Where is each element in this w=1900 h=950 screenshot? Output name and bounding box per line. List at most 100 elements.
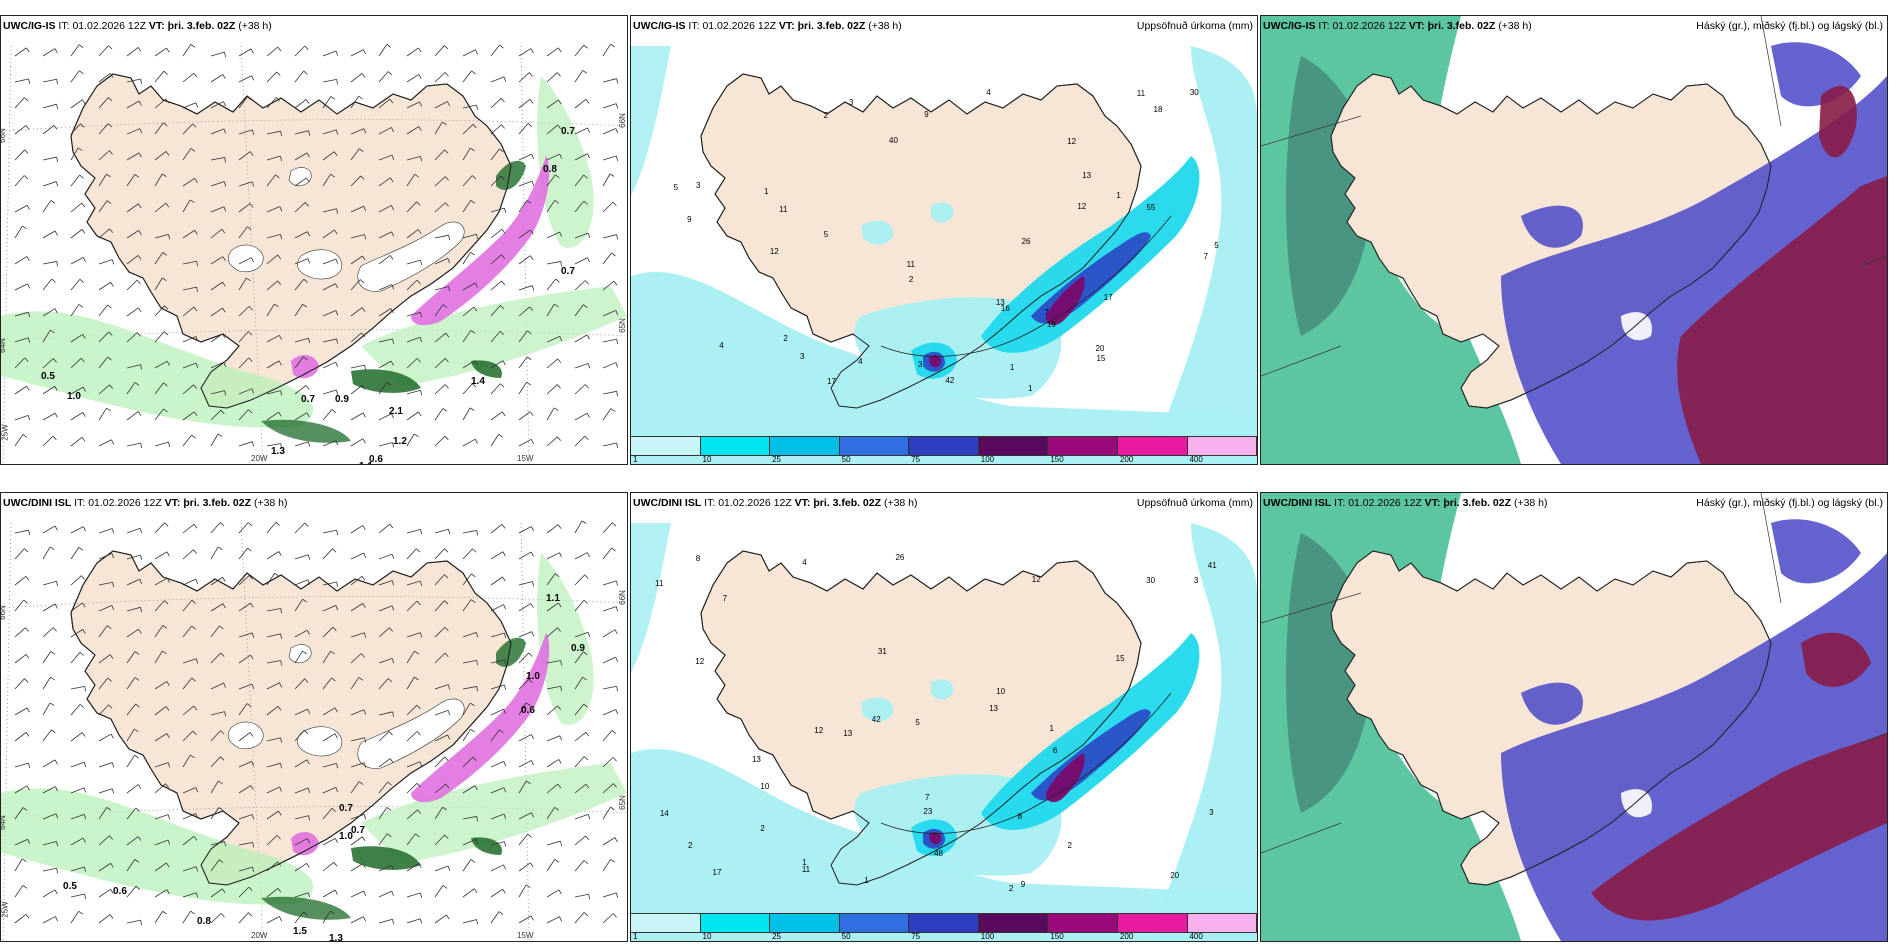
panel-title: UWC/DINI ISL IT: 01.02.2026 12Z VT: þri.… [633,497,918,509]
wind-barb [182,658,197,664]
wind-barb [462,233,477,239]
wind-barb [602,837,616,846]
wind-barb [294,838,308,846]
wind-barb [406,528,421,534]
precip-extreme [411,156,550,326]
wind-barb-flag [420,156,423,162]
wind-barb [14,337,29,343]
wind-barb [602,252,612,265]
wind-barb-flag [445,176,449,181]
wind-barb-flag [192,730,197,735]
wind-barb [546,705,558,716]
wind-barb-flag [386,807,392,811]
wind-barb [42,525,56,534]
wind-barb-flag [530,229,534,235]
wind-barb [266,916,280,924]
wind-barb [350,814,365,820]
precip-amount-label: 42 [945,376,955,386]
wind-precip-map [1,493,627,941]
precip-amount-label: 13 [995,298,1005,308]
wind-barb-flag [79,278,85,283]
wind-barb-flag [52,435,57,441]
wind-barb [294,130,309,135]
wind-barb [322,677,332,690]
wind-barb-flag [136,279,141,285]
wind-barb [406,389,421,395]
wind-barb-flag [56,104,59,110]
wind-barb [518,306,530,317]
wind-barb [434,783,447,794]
wind-barb-flag [527,833,532,838]
wind-barb-flag [306,863,310,868]
wind-barb-flag [111,788,115,794]
wind-barb-flag [583,860,589,865]
wind-barb-flag [162,910,167,915]
wind-barb [322,151,335,161]
wind-barb-flag [190,910,195,915]
wind-barb-flag [391,865,395,871]
wind-barb [42,358,54,369]
wind-barb [14,654,27,664]
wind-barb [350,916,364,924]
precip-amount-label: 12 [1077,202,1087,212]
wind-barb [154,122,164,135]
wind-barb [182,836,195,846]
wind-barb-flag [191,677,196,682]
wind-barb [602,390,617,395]
wind-barb [434,202,446,213]
wind-barb-flag [419,632,423,638]
panel-clouds-dini: UWC/DINI ISL IT: 01.02.2026 12Z VT: þri.… [1260,492,1888,942]
wind-barb [574,257,588,265]
latitude-label: 64N [0,338,7,353]
wind-barb [266,705,279,716]
wind-barb [210,859,220,872]
wind-barb-flag [303,356,308,361]
wind-barb [154,762,169,768]
wind-barb [490,684,505,690]
wind-barb-flag [195,579,199,584]
colorbar-segment [631,437,701,455]
wind-barb [574,552,588,560]
wind-barb [350,762,365,768]
wind-barb-flag [557,72,561,77]
wind-barb [546,261,561,265]
wind-barb [70,761,85,768]
wind-barb-flag [138,307,142,313]
wind-barb [42,603,56,612]
wind-barb-flag [418,411,422,417]
wind-barb-flag [361,73,366,78]
wind-barb-flag [504,632,507,638]
wind-barb-flag [503,864,507,870]
wind-barb-flag [360,175,365,180]
wind-barb [154,600,165,612]
precip-extreme [291,831,319,856]
wind-barb [98,788,113,794]
longitude-label: 20W [251,931,268,940]
wind-barb-flag [222,74,226,79]
wind-barb [490,305,501,317]
precip-amount-label: 3 [695,181,701,191]
wind-barb [574,412,588,421]
wind-barb-flag [529,306,534,312]
wind-barb-flag [280,608,282,614]
wind-barb [434,101,448,109]
colorbar-ticks: 1 10 25 50 75 100 150 200 400 [631,455,1257,464]
wind-barb [574,756,585,768]
wind-barb [42,308,56,317]
wind-barb [210,361,224,369]
wind-barb [378,807,388,820]
wind-barb [602,408,612,421]
wind-barb-flag [473,306,478,312]
wind-barb-flag [392,442,395,448]
precip-heavy [496,160,526,190]
wind-barb-flag [585,783,590,789]
mid-cloud [1771,519,1861,584]
wind-barb-flag [23,599,28,604]
wind-barb-flag [416,201,421,206]
wind-barb [182,306,194,317]
wind-barb [98,807,108,820]
precip-amount-label: 1 [1027,383,1033,393]
wind-barb-flag [277,280,282,286]
wind-barb [434,528,449,534]
colorbar-segment [839,914,910,932]
